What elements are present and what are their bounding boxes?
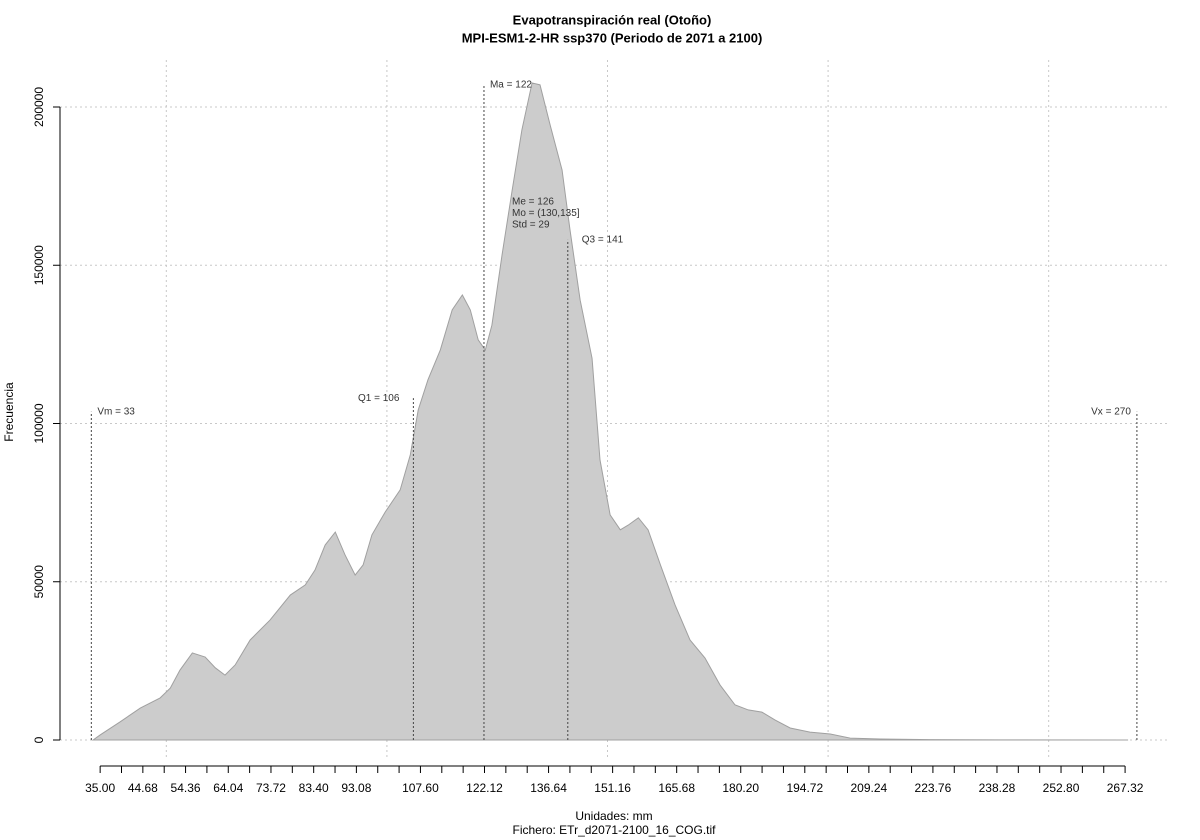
caption: Fichero: ETr_d2071-2100_16_COG.tif (513, 823, 717, 837)
y-tick-label: 200000 (32, 87, 46, 127)
x-tick-label: 44.68 (128, 781, 158, 795)
marker-label: Q1 = 106 (358, 393, 400, 404)
y-axis-label: Frecuencia (2, 382, 16, 442)
x-tick-label: 252.80 (1043, 781, 1080, 795)
x-axis-label: Unidades: mm (575, 809, 652, 823)
marker-label: Vx = 270 (1091, 406, 1131, 417)
x-tick-label: 180.20 (722, 781, 759, 795)
x-tick-label: 64.04 (213, 781, 243, 795)
x-tick-label: 238.28 (979, 781, 1016, 795)
stat-label: Mo = (130,135] (512, 208, 580, 219)
x-tick-label: 83.40 (299, 781, 329, 795)
marker-label: Vm = 33 (97, 406, 135, 417)
y-tick-label: 100000 (32, 403, 46, 443)
marker-label: Q3 = 141 (582, 235, 624, 246)
marker-label: Ma = 122 (490, 79, 532, 90)
x-tick-label: 122.12 (466, 781, 503, 795)
y-tick-label: 150000 (32, 245, 46, 285)
x-tick-label: 267.32 (1107, 781, 1144, 795)
x-tick-label: 54.36 (171, 781, 201, 795)
x-tick-label: 136.64 (530, 781, 567, 795)
x-tick-label: 209.24 (851, 781, 888, 795)
chart-title: Evapotranspiración real (Otoño) (513, 12, 712, 27)
x-tick-label: 35.00 (85, 781, 115, 795)
x-tick-label: 151.16 (594, 781, 631, 795)
chart-subtitle: MPI-ESM1-2-HR ssp370 (Periodo de 2071 a … (462, 30, 763, 45)
stat-label: Std = 29 (512, 220, 550, 231)
y-tick-label: 50000 (32, 565, 46, 599)
x-tick-label: 165.68 (658, 781, 695, 795)
stat-label: Me = 126 (512, 197, 554, 208)
x-tick-label: 73.72 (256, 781, 286, 795)
density-area (91, 82, 1129, 741)
x-tick-label: 194.72 (786, 781, 823, 795)
x-tick-label: 93.08 (341, 781, 371, 795)
x-tick-label: 223.76 (915, 781, 952, 795)
y-tick-label: 0 (32, 736, 46, 743)
x-tick-label: 107.60 (402, 781, 439, 795)
